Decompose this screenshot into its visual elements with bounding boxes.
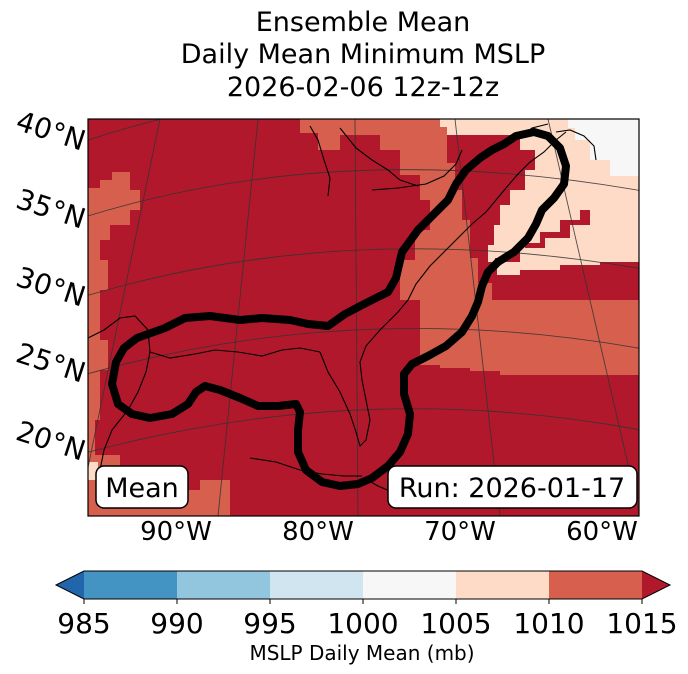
colorbar-bin-1010-1015 [549,571,643,599]
lon-label-90w: 90°W [140,517,212,547]
colorbar-bin-995-1000 [270,571,364,599]
colorbar-extend-low [56,571,84,599]
pressure-contour-1015 [108,128,570,490]
colorbar-tick-label: 1000 [327,607,398,640]
pressure-fill-1005-1010-northeast [440,119,639,262]
pressure-fill-1005-1010-bottom-right [497,196,639,275]
mean-annotation: Mean [95,465,189,509]
colorbar-bin-985-990 [84,571,178,599]
colorbar-tick-label: 1010 [513,607,584,640]
graticule [88,119,639,516]
lon-label-70w: 70°W [424,517,496,547]
pressure-fill-1000-1005-northeast [568,119,639,176]
colorbar-tick-label: 995 [243,607,296,640]
pressure-fill-1010-1015-west [88,172,140,460]
colorbar-bin-1000-1005 [363,571,457,599]
lat-label-40: 40°N [12,104,89,157]
run-annotation: Run: 2026-01-17 [387,465,638,509]
mean-label: Mean [105,473,179,504]
map-panel [88,119,639,516]
lon-label-80w: 80°W [282,517,354,547]
colorbar-tick-label: 985 [57,607,110,640]
colorbar-label: MSLP Daily Mean (mb) [249,641,474,665]
lat-label-35: 35°N [12,182,89,235]
colorbar: 985 990 995 1000 1005 1010 1015 [54,570,678,640]
map-frame [87,118,640,517]
colorbar-extend-high [642,571,670,599]
coastlines [88,123,597,497]
colorbar-tick-label: 1005 [420,607,491,640]
colorbar-bin-1005-1010 [456,571,550,599]
lat-label-25: 25°N [12,336,89,389]
title-line-3: 2026-02-06 12z-12z [227,72,499,103]
colorbar-tick-label: 1015 [606,607,677,640]
lat-label-20: 20°N [12,414,89,467]
lat-label-30: 30°N [12,260,89,313]
lon-label-60w: 60°W [566,517,638,547]
run-label: Run: 2026-01-17 [399,473,625,504]
colorbar-tick-label: 990 [150,607,203,640]
title-line-1: Ensemble Mean [256,7,471,38]
colorbar-bin-990-995 [177,571,271,599]
title-line-2: Daily Mean Minimum MSLP [181,39,546,70]
